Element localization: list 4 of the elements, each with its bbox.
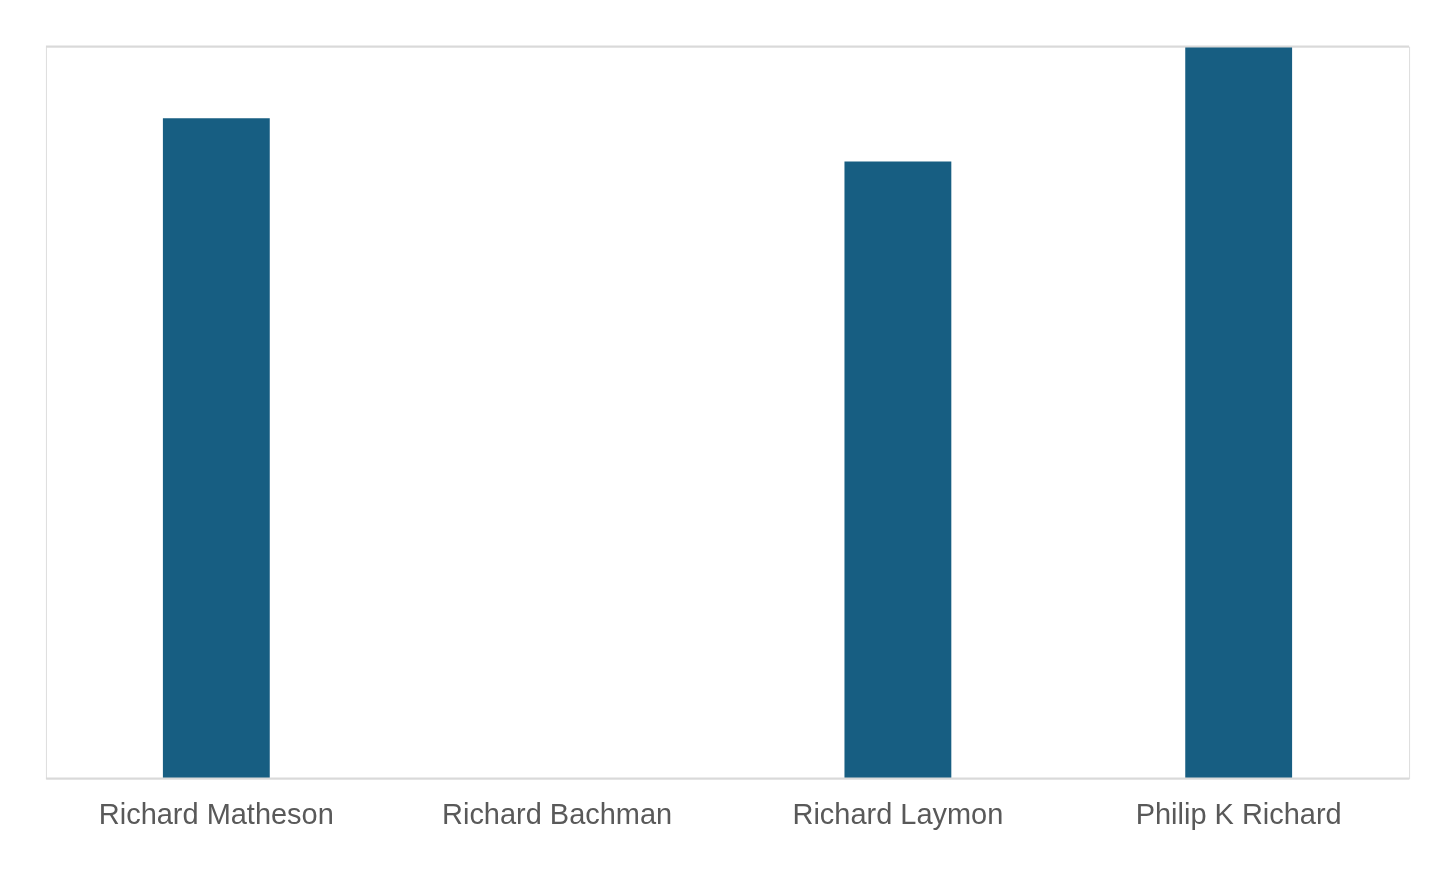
x-tick-label: Philip K Richard bbox=[1135, 797, 1342, 830]
x-tick-label: Richard Bachman bbox=[442, 797, 673, 830]
x-tick-label: Richard Laymon bbox=[792, 797, 1004, 830]
x-tick-label: Richard Matheson bbox=[98, 797, 334, 830]
